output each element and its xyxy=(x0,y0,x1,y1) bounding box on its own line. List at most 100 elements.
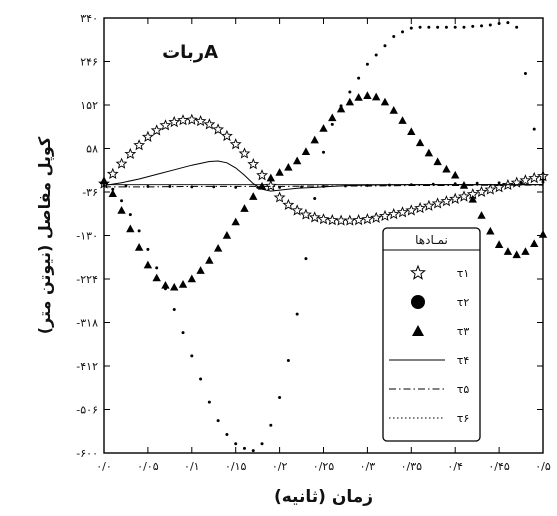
data-point xyxy=(335,214,347,226)
series-4 xyxy=(103,160,543,192)
data-point xyxy=(242,446,246,450)
data-point xyxy=(152,273,161,282)
data-point xyxy=(401,30,405,34)
data-point xyxy=(301,147,311,155)
x-tick-label: ۰/۲۵ xyxy=(313,460,335,473)
data-point xyxy=(120,199,124,203)
legend-label: τ۱ xyxy=(457,267,470,280)
data-point xyxy=(295,312,299,316)
legend: نمـادها τ۱ τ۲ τ۳ τ۴ τ۵ τ۶ xyxy=(382,227,481,442)
data-point xyxy=(212,123,225,135)
data-point xyxy=(256,169,268,181)
data-point xyxy=(134,243,144,251)
data-point xyxy=(365,62,369,66)
series-5-line xyxy=(104,184,543,188)
data-point xyxy=(484,183,497,195)
data-point xyxy=(155,266,159,270)
data-point xyxy=(278,395,282,399)
series-5 xyxy=(104,184,543,188)
data-point xyxy=(185,113,198,125)
data-point xyxy=(286,358,290,362)
x-axis-label: زمان (ثانیه) xyxy=(274,487,373,507)
data-point xyxy=(424,148,434,157)
data-point xyxy=(409,26,413,30)
legend-item: τ۶ xyxy=(389,412,469,425)
data-point xyxy=(442,164,451,173)
data-point xyxy=(407,127,416,136)
data-point xyxy=(313,196,317,200)
data-point xyxy=(431,197,444,209)
data-point xyxy=(266,173,276,182)
series-3 xyxy=(99,91,548,291)
data-point xyxy=(187,274,196,283)
data-point xyxy=(354,93,363,101)
legend-item: τ۳ xyxy=(412,325,469,338)
data-point xyxy=(282,198,295,210)
data-point xyxy=(292,156,302,165)
data-point xyxy=(203,118,216,130)
x-tick-label: ۰/۱ xyxy=(184,460,200,473)
legend-item: τ۱ xyxy=(409,264,470,280)
data-point xyxy=(319,124,328,132)
y-tick-label: ۲۴۶ xyxy=(80,56,98,69)
data-point xyxy=(380,97,390,106)
data-point xyxy=(387,208,400,220)
data-point xyxy=(238,147,251,159)
data-point xyxy=(170,282,179,291)
data-point xyxy=(150,124,163,136)
data-point xyxy=(343,214,356,226)
legend-label: τ۳ xyxy=(457,325,470,338)
x-tick-label: ۰/۴۵ xyxy=(488,460,510,473)
data-point xyxy=(383,44,387,48)
data-point xyxy=(300,208,312,220)
data-point xyxy=(178,280,188,288)
data-point xyxy=(475,185,488,197)
data-point xyxy=(172,308,176,312)
data-point xyxy=(216,419,220,423)
data-point xyxy=(161,280,170,289)
data-point xyxy=(251,449,255,453)
y-tick-label: -۴۱۲ xyxy=(76,360,98,373)
data-point xyxy=(205,255,214,264)
data-point xyxy=(379,209,391,222)
data-point xyxy=(322,150,325,154)
data-point xyxy=(352,214,365,226)
data-point xyxy=(480,24,484,28)
x-tick-label: ۰/۲ xyxy=(272,460,288,473)
legend-label: τ۲ xyxy=(457,296,470,309)
data-point xyxy=(477,211,486,219)
data-point xyxy=(304,257,308,261)
data-point xyxy=(512,250,521,259)
data-point xyxy=(519,181,523,185)
data-point xyxy=(371,92,381,101)
data-point xyxy=(146,247,150,251)
data-point xyxy=(225,432,229,436)
data-point xyxy=(493,181,506,193)
data-point xyxy=(194,115,207,127)
data-point xyxy=(275,168,284,176)
data-point xyxy=(115,157,128,169)
data-point xyxy=(339,104,343,108)
x-tick-label: ۰/۳ xyxy=(360,460,376,473)
data-point xyxy=(444,25,448,29)
data-point xyxy=(128,213,132,217)
data-point xyxy=(415,138,425,147)
data-point xyxy=(111,187,115,191)
data-point xyxy=(345,97,355,106)
y-tick-label: -۳۱۸ xyxy=(76,317,98,330)
data-point xyxy=(475,181,479,185)
data-point xyxy=(451,170,460,179)
data-point xyxy=(106,167,119,179)
data-point xyxy=(163,287,167,291)
data-point xyxy=(336,104,346,113)
data-point xyxy=(398,116,407,124)
data-point xyxy=(196,266,205,274)
data-point xyxy=(374,53,378,57)
data-point xyxy=(363,91,372,99)
series-4-line xyxy=(103,160,543,192)
data-point xyxy=(199,377,203,381)
data-point xyxy=(330,122,334,126)
legend-label: τ۵ xyxy=(457,383,470,396)
data-point xyxy=(291,204,304,216)
